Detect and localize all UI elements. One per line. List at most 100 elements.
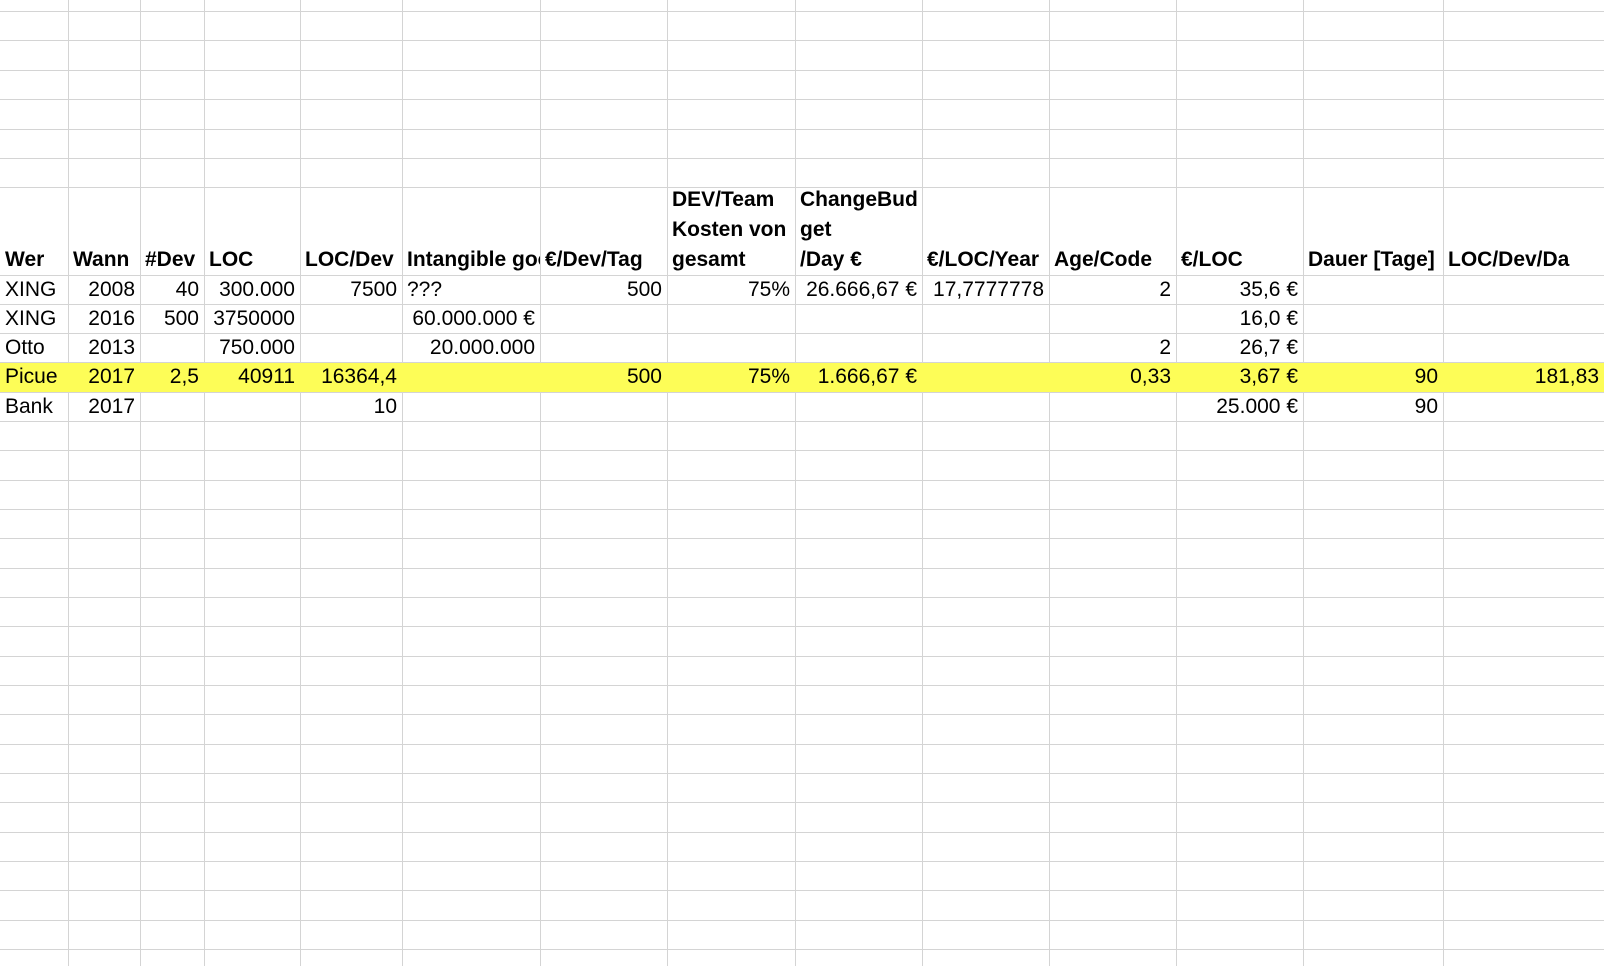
data-cell[interactable] [1303, 304, 1443, 334]
column-gridline [140, 0, 141, 966]
header-cell[interactable]: LOC [209, 248, 254, 271]
data-cell[interactable] [795, 304, 922, 334]
data-cell[interactable]: 75% [747, 365, 790, 388]
data-cell[interactable]: 181,83 [1534, 365, 1599, 388]
row-gridline [0, 802, 1604, 803]
row-label-cell[interactable]: XING [5, 278, 57, 301]
data-cell[interactable]: 750.000 [219, 336, 295, 359]
column-gridline [1443, 0, 1444, 966]
data-cell[interactable]: 90 [1414, 365, 1438, 388]
data-cell[interactable]: 2016 [88, 307, 135, 330]
data-cell[interactable]: 20.000.000 [429, 336, 535, 359]
data-cell[interactable] [922, 333, 1049, 363]
highlighted-row-background [0, 363, 1604, 392]
data-cell[interactable] [1443, 333, 1604, 363]
data-cell[interactable] [795, 392, 922, 422]
data-cell[interactable]: 1.666,67 € [817, 365, 917, 388]
data-cell[interactable] [1049, 392, 1176, 422]
row-label-cell[interactable]: Bank [5, 395, 53, 418]
data-cell[interactable] [667, 333, 795, 363]
row-gridline [0, 890, 1604, 891]
header-cell[interactable]: Wer [5, 248, 45, 271]
data-cell[interactable] [204, 392, 300, 422]
data-cell[interactable]: 40911 [238, 365, 295, 388]
data-cell[interactable] [795, 333, 922, 363]
row-gridline [0, 187, 1604, 188]
data-cell[interactable] [402, 392, 540, 422]
header-cell[interactable]: #Dev [145, 248, 196, 271]
data-cell[interactable]: 35,6 € [1239, 278, 1298, 301]
data-cell[interactable]: 0,33 [1130, 365, 1171, 388]
row-gridline [0, 129, 1604, 130]
header-cell[interactable]: €/Dev/Tag [545, 248, 643, 271]
row-gridline [0, 304, 1604, 305]
data-cell[interactable]: 300.000 [219, 278, 295, 301]
data-cell[interactable]: 40 [175, 278, 199, 301]
row-gridline [0, 392, 1604, 393]
data-cell[interactable]: ??? [407, 278, 443, 301]
row-gridline [0, 70, 1604, 71]
header-cell[interactable]: LOC/Dev [305, 248, 394, 271]
row-gridline [0, 509, 1604, 510]
column-gridline [922, 0, 923, 966]
data-cell[interactable]: 2013 [88, 336, 135, 359]
header-cell[interactable]: LOC/Dev/Da [1448, 248, 1570, 271]
data-cell[interactable] [140, 392, 204, 422]
data-cell[interactable]: 26.666,67 € [806, 278, 917, 301]
row-label-cell[interactable]: Otto [5, 336, 45, 359]
header-cell[interactable]: Wann [73, 248, 130, 271]
header-cell[interactable]: Dauer [Tage] [1308, 248, 1435, 271]
data-cell[interactable] [922, 304, 1049, 334]
row-label-cell[interactable]: XING [5, 307, 57, 330]
data-cell[interactable]: 2 [1159, 336, 1171, 359]
header-cell[interactable]: ChangeBud get /Day € [800, 188, 918, 271]
data-cell[interactable] [1303, 333, 1443, 363]
data-cell[interactable]: 3,67 € [1239, 365, 1298, 388]
data-cell[interactable] [140, 333, 204, 363]
data-cell[interactable]: 2017 [88, 365, 135, 388]
data-cell[interactable]: 2 [1159, 278, 1171, 301]
data-cell[interactable] [1049, 304, 1176, 334]
data-cell[interactable]: 25.000 € [1216, 395, 1298, 418]
data-cell[interactable] [1443, 275, 1604, 305]
data-cell[interactable] [667, 392, 795, 422]
data-cell[interactable]: 90 [1414, 395, 1438, 418]
data-cell[interactable]: 60.000.000 € [412, 307, 535, 330]
data-cell[interactable]: 2,5 [169, 365, 199, 388]
data-cell[interactable] [922, 362, 1049, 392]
row-label-cell[interactable]: Picue [5, 365, 58, 388]
header-cell[interactable]: DEV/Team Kosten von gesamt [672, 188, 787, 271]
data-cell[interactable] [1443, 392, 1604, 422]
data-cell[interactable] [300, 333, 402, 363]
data-cell[interactable]: 500 [626, 365, 662, 388]
row-gridline [0, 362, 1604, 363]
column-gridline [204, 0, 205, 966]
data-cell[interactable]: 17,7777778 [933, 278, 1044, 301]
data-cell[interactable]: 2017 [88, 395, 135, 418]
data-cell[interactable] [402, 362, 540, 392]
data-cell[interactable] [540, 304, 667, 334]
data-cell[interactable] [667, 304, 795, 334]
row-gridline [0, 11, 1604, 12]
data-cell[interactable] [540, 333, 667, 363]
header-cell[interactable]: €/LOC [1181, 248, 1243, 271]
data-cell[interactable]: 7500 [350, 278, 397, 301]
data-cell[interactable] [1303, 275, 1443, 305]
header-cell[interactable]: Age/Code [1054, 248, 1153, 271]
data-cell[interactable]: 10 [373, 395, 397, 418]
data-cell[interactable] [1443, 304, 1604, 334]
data-cell[interactable]: 500 [626, 278, 662, 301]
data-cell[interactable] [300, 304, 402, 334]
data-cell[interactable]: 26,7 € [1239, 336, 1298, 359]
data-cell[interactable]: 16,0 € [1239, 307, 1298, 330]
data-cell[interactable]: 3750000 [213, 307, 295, 330]
data-cell[interactable]: 500 [163, 307, 199, 330]
data-cell[interactable] [540, 392, 667, 422]
data-cell[interactable]: 2008 [88, 278, 135, 301]
data-cell[interactable]: 16364,4 [321, 365, 397, 388]
data-cell[interactable]: 75% [747, 278, 790, 301]
header-cell[interactable]: €/LOC/Year [927, 248, 1040, 271]
header-cell[interactable]: Intangible goo [407, 248, 540, 271]
data-cell[interactable] [922, 392, 1049, 422]
